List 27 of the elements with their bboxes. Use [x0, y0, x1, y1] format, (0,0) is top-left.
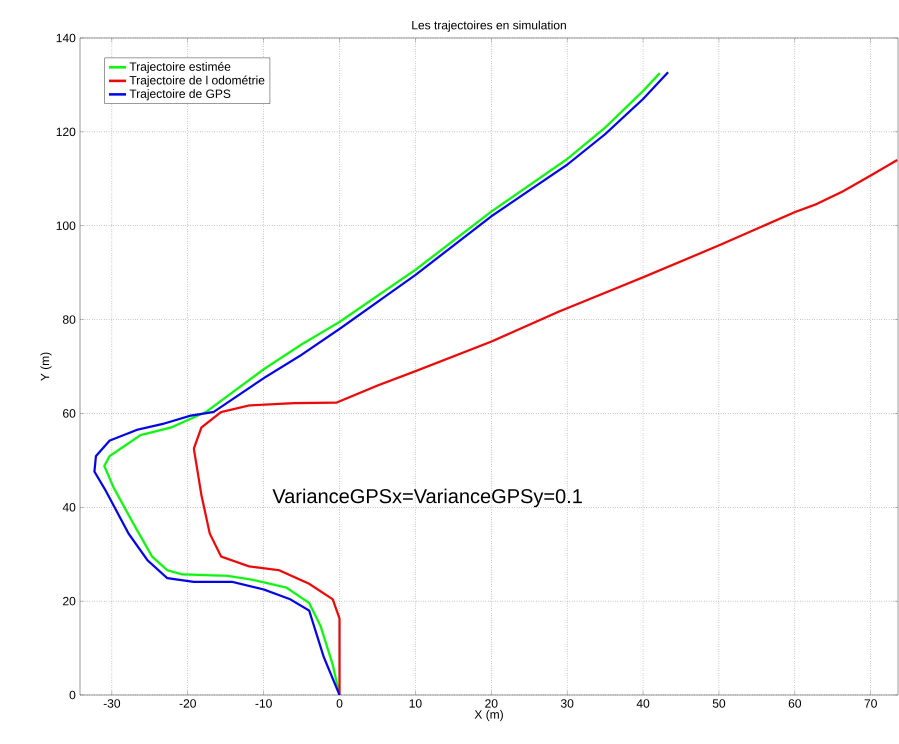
y-tick-label: 40: [62, 503, 76, 512]
x-tick-label: 10: [410, 699, 422, 708]
y-tick-label: 80: [62, 315, 76, 324]
x-tick-label: 20: [485, 699, 498, 708]
x-tick-label: 40: [636, 699, 650, 708]
x-tick-label: -30: [104, 699, 120, 708]
x-tick-label: 50: [712, 699, 726, 708]
x-tick-label: 60: [788, 699, 802, 708]
x-tick-label: 70: [864, 699, 877, 708]
annotation: VarianceGPSx=VarianceGPSy=0.1: [272, 488, 582, 508]
y-tick-label: 60: [63, 409, 76, 418]
x-tick-label: -20: [180, 699, 196, 708]
legend-label: Trajectoire estimée: [130, 62, 230, 74]
chart-title: Les trajectoires en simulation: [412, 20, 566, 32]
line-series: [192, 158, 898, 695]
y-tick-label: 120: [56, 128, 76, 136]
legend-label: Trajectoire de l odométrie: [130, 76, 264, 87]
x-axis-title: X (m): [474, 710, 503, 722]
legend-label: Trajectoire de GPS: [130, 89, 230, 100]
y-tick-label: 20: [63, 596, 76, 606]
y-tick-label: 0: [70, 690, 76, 700]
y-tick-label: 100: [56, 221, 76, 230]
y-axis-title: Y (m): [40, 352, 52, 381]
x-tick-label: -10: [256, 699, 272, 708]
x-tick-label: 30: [560, 699, 574, 708]
x-tick-label: 0: [336, 699, 342, 708]
y-tick-label: 140: [56, 34, 76, 42]
